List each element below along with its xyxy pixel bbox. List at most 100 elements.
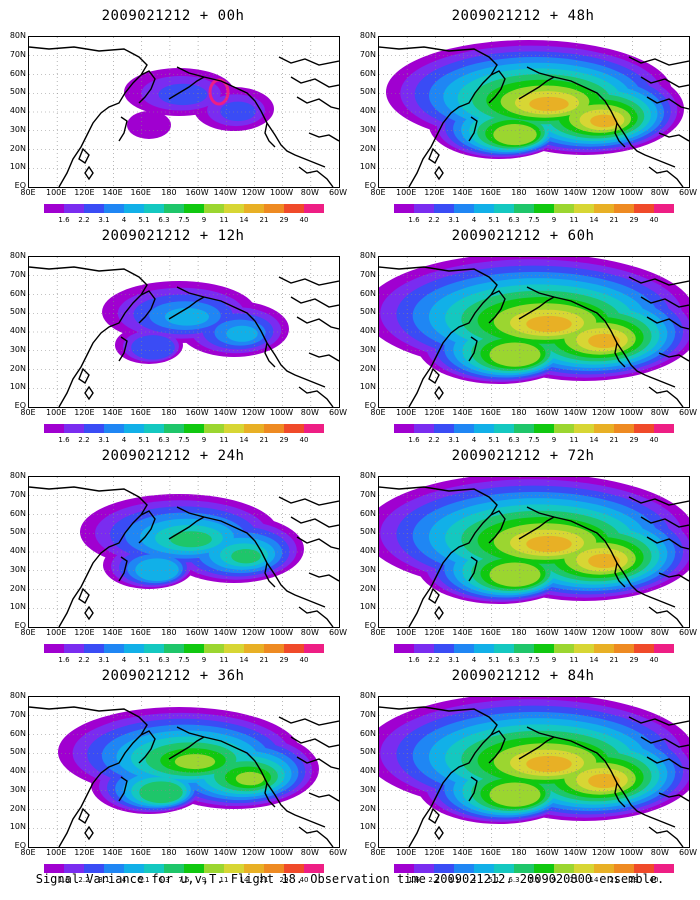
- latitude-label: 20N: [9, 363, 26, 373]
- colorbar-swatch: [434, 864, 454, 873]
- colorbar-swatch: [634, 204, 654, 213]
- colorbar-label: 21: [259, 436, 269, 444]
- colorbar-swatch: [164, 644, 184, 653]
- longitude-label: 120E: [424, 408, 445, 417]
- longitude-label: 160E: [130, 848, 151, 857]
- colorbar-label: 3.1: [448, 656, 460, 664]
- colorbar-label: 14: [239, 656, 249, 664]
- longitude-label: 120E: [424, 188, 445, 197]
- longitude-label: 160W: [185, 848, 209, 857]
- panel-title: 2009021212 + 00h: [101, 8, 245, 24]
- longitude-label: 140W: [213, 628, 237, 637]
- latitude-label: 40N: [359, 546, 376, 555]
- colorbar-label: 6.3: [508, 216, 520, 224]
- latitude-label: 10N: [359, 382, 376, 392]
- latitude-label: 30N: [359, 564, 376, 574]
- longitude-label: 100E: [396, 848, 417, 857]
- longitude-label: 180: [161, 848, 177, 857]
- colorbar-label: 4: [121, 436, 127, 444]
- latitude-label: 70N: [9, 489, 26, 499]
- latitude-label: 80N: [9, 691, 26, 700]
- latitude-label: 40N: [9, 766, 26, 775]
- longitude-label: 140E: [102, 848, 123, 857]
- colorbar-label: 21: [609, 216, 619, 224]
- forecast-panel: 2009021212 + 84h 80N 70N 60N 50N 40N 30N 20N 10N…: [358, 668, 697, 884]
- colorbar-swatch: [534, 864, 554, 873]
- longitude-label: 120E: [74, 188, 95, 197]
- colorbar-swatch: [414, 424, 434, 433]
- colorbar-swatch: [84, 644, 104, 653]
- longitude-label: 120W: [241, 628, 266, 637]
- colorbar-label: 1.6: [58, 436, 70, 444]
- colorbar-swatch: [394, 424, 414, 433]
- colorbar-swatch: [104, 644, 124, 653]
- latitude-label: 80N: [9, 31, 26, 40]
- colorbar-swatch: [84, 424, 104, 433]
- colorbar-swatch: [84, 204, 104, 213]
- longitude-label: 120E: [74, 628, 95, 637]
- colorbar-swatch: [414, 644, 434, 653]
- latitude-label: 60N: [9, 288, 26, 298]
- colorbar-label: 2.2: [78, 436, 90, 444]
- colorbar-label: 1.6: [408, 436, 420, 444]
- colorbar-swatch: [494, 424, 514, 433]
- longitude-label: 80W: [300, 408, 319, 417]
- longitude-label: 140E: [452, 408, 473, 417]
- longitude-label: 100W: [270, 408, 294, 417]
- longitude-label: 100W: [620, 848, 644, 857]
- colorbar-label: 40: [299, 216, 309, 224]
- colorbar-label: 29: [279, 876, 289, 884]
- latitude-label: 70N: [9, 709, 26, 719]
- latitude-label: 50N: [359, 747, 376, 757]
- colorbar-swatch: [454, 644, 474, 653]
- colorbar-label: 29: [279, 216, 289, 224]
- colorbar: [44, 204, 324, 214]
- colorbar-label: 1.6: [408, 656, 420, 664]
- latitude-label: 20N: [9, 803, 26, 813]
- longitude-label: 80E: [20, 408, 36, 417]
- colorbar-label: 11: [569, 656, 579, 664]
- colorbar-label: 14: [589, 876, 599, 884]
- map-area: [28, 256, 340, 408]
- coastlines: [29, 46, 339, 187]
- colorbar-swatch: [634, 424, 654, 433]
- colorbar-swatch: [614, 204, 634, 213]
- longitude-label: 140E: [452, 848, 473, 857]
- latitude-label: 60N: [9, 508, 26, 518]
- colorbar-swatch: [434, 644, 454, 653]
- colorbar: [394, 424, 674, 434]
- latitude-label: 30N: [359, 124, 376, 134]
- colorbar-swatch: [264, 204, 284, 213]
- variance-contour-level: [158, 83, 256, 122]
- colorbar-label: 2.2: [428, 656, 440, 664]
- latitude-label: EQ: [14, 401, 26, 410]
- colorbar-label: 4: [471, 876, 477, 884]
- panel-title: 2009021212 + 12h: [101, 228, 245, 244]
- colorbar-swatch: [414, 204, 434, 213]
- colorbar-label: 29: [279, 656, 289, 664]
- colorbar-label: 40: [299, 876, 309, 884]
- colorbar-label: 9: [551, 216, 557, 224]
- colorbar-swatch: [164, 204, 184, 213]
- longitude-label: 60W: [328, 408, 348, 417]
- colorbar-swatch: [144, 864, 164, 873]
- colorbar-swatch: [164, 864, 184, 873]
- colorbar-swatch: [304, 424, 324, 433]
- colorbar-label: 3.1: [448, 216, 460, 224]
- longitude-label: 160E: [480, 408, 501, 417]
- colorbar-label: 14: [239, 876, 249, 884]
- colorbar-swatch: [454, 204, 474, 213]
- colorbar-label: 14: [589, 436, 599, 444]
- gridlines: [379, 697, 689, 847]
- colorbar-swatch: [654, 424, 674, 433]
- colorbar-swatch: [654, 864, 674, 873]
- colorbar: [394, 204, 674, 214]
- colorbar-label: 14: [239, 216, 249, 224]
- colorbar-label: 2.2: [78, 876, 90, 884]
- map-area: [28, 36, 340, 188]
- longitude-label: 120W: [241, 848, 266, 857]
- latitude-label: 20N: [359, 803, 376, 813]
- colorbar-swatch: [614, 424, 634, 433]
- latitude-label: 10N: [359, 822, 376, 832]
- colorbar-label: 2.2: [428, 876, 440, 884]
